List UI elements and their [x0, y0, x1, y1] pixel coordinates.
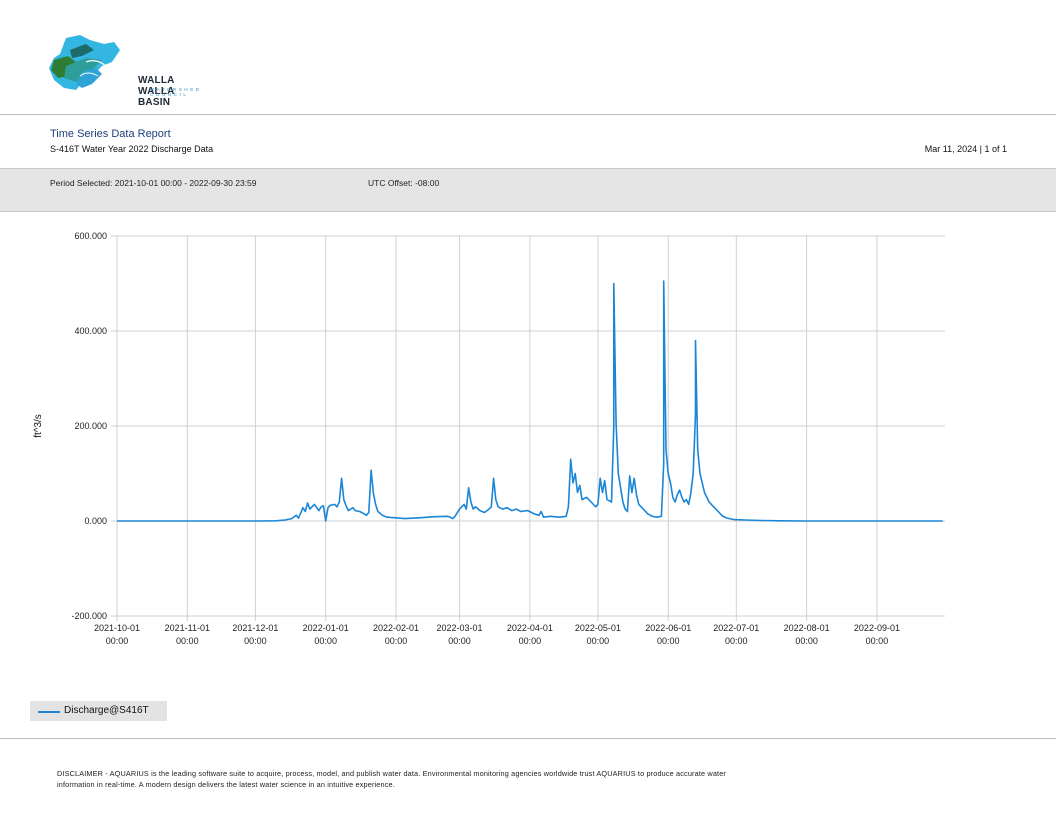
y-tick-label: 0.000	[84, 516, 107, 526]
x-tick-label: 2022-07-01	[713, 623, 759, 633]
x-tick-label: 2022-04-01	[507, 623, 553, 633]
y-axis-label: ft^3/s	[33, 414, 44, 438]
x-tick-label: 2021-11-01	[165, 623, 210, 633]
x-tick-time-label: 00:00	[795, 636, 818, 646]
x-tick-label: 2022-08-01	[784, 623, 830, 633]
x-tick-time-label: 00:00	[314, 636, 337, 646]
x-tick-label: 2022-06-01	[645, 623, 691, 633]
x-tick-label: 2022-03-01	[437, 623, 483, 633]
x-tick-label: 2021-10-01	[94, 623, 140, 633]
legend-swatch	[38, 711, 60, 713]
x-tick-label: 2022-02-01	[373, 623, 419, 633]
report-title: Time Series Data Report	[50, 128, 171, 140]
x-tick-time-label: 00:00	[587, 636, 610, 646]
y-tick-label: 400.000	[74, 326, 107, 336]
chart-grid	[111, 235, 945, 621]
x-tick-label: 2022-09-01	[854, 623, 900, 633]
chart-tick-labels: 600.000 400.000 200.000 0.000 -200.000 2021-1…	[71, 231, 900, 646]
logo-graphic	[49, 35, 120, 90]
x-tick-time-label: 00:00	[385, 636, 408, 646]
report-subtitle: S-416T Water Year 2022 Discharge Data	[50, 144, 214, 154]
disclaimer-line-2: information in real-time. A modern desig…	[57, 780, 395, 789]
logo-subtitle: WATERSHED COUNCIL	[150, 87, 202, 97]
chart-series-layer	[117, 280, 943, 522]
period-selected: Period Selected: 2021-10-01 00:00 - 2022…	[50, 178, 257, 188]
utc-offset: UTC Offset: -08:00	[368, 178, 440, 188]
chart-legend: Discharge@S416T	[30, 701, 167, 721]
series-line-discharge	[117, 280, 943, 522]
x-tick-time-label: 00:00	[106, 636, 129, 646]
x-tick-time-label: 00:00	[448, 636, 471, 646]
disclaimer-text: DISCLAIMER - AQUARIUS is the leading sof…	[57, 768, 827, 790]
header-divider	[0, 114, 1056, 115]
watershed-council-logo: WALLA WALLA BASIN WATERSHED COUNCIL	[46, 32, 206, 108]
y-tick-label: 200.000	[74, 421, 107, 431]
info-bar: Period Selected: 2021-10-01 00:00 - 2022…	[0, 168, 1056, 212]
legend-label: Discharge@S416T	[64, 705, 149, 716]
x-tick-time-label: 00:00	[519, 636, 542, 646]
x-tick-time-label: 00:00	[244, 636, 267, 646]
x-tick-label: 2021-12-01	[232, 623, 278, 633]
x-tick-time-label: 00:00	[176, 636, 199, 646]
x-tick-label: 2022-05-01	[575, 623, 621, 633]
x-tick-label: 2022-01-01	[303, 623, 349, 633]
logo-title: WALLA WALLA BASIN	[138, 75, 175, 108]
footer-divider	[0, 738, 1056, 739]
x-tick-time-label: 00:00	[657, 636, 680, 646]
x-tick-time-label: 00:00	[866, 636, 889, 646]
x-tick-time-label: 00:00	[725, 636, 748, 646]
report-date-page: Mar 11, 2024 | 1 of 1	[924, 144, 1007, 154]
y-tick-label: 600.000	[74, 231, 107, 241]
y-tick-label: -200.000	[71, 611, 107, 621]
disclaimer-line-1: DISCLAIMER - AQUARIUS is the leading sof…	[57, 769, 727, 778]
